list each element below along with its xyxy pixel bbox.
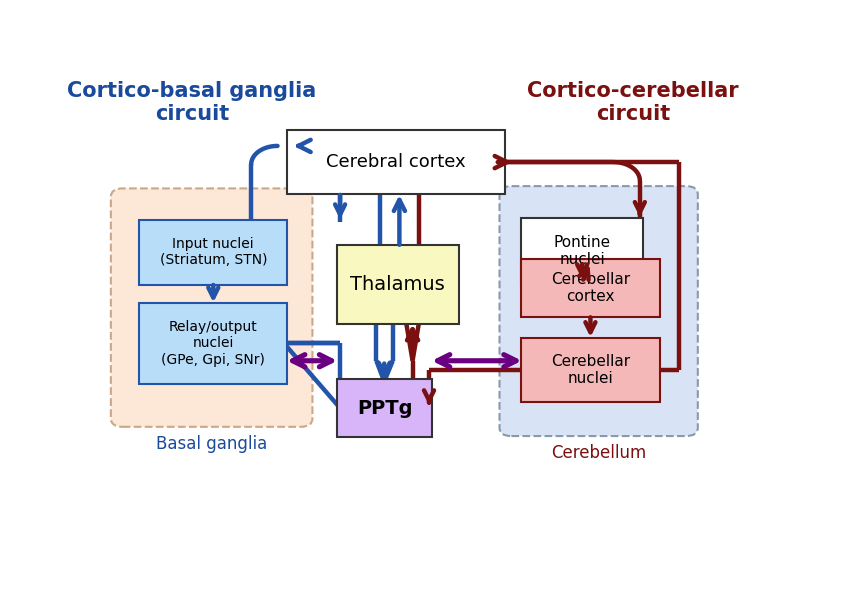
FancyBboxPatch shape [521,218,643,284]
Text: Relay/output
nuclei
(GPe, Gpi, SNr): Relay/output nuclei (GPe, Gpi, SNr) [162,320,265,367]
FancyBboxPatch shape [139,303,287,384]
Text: Cortico-basal ganglia
circuit: Cortico-basal ganglia circuit [67,81,316,124]
FancyBboxPatch shape [521,338,660,403]
FancyBboxPatch shape [287,130,505,194]
FancyBboxPatch shape [110,188,313,427]
Text: PPTg: PPTg [357,398,412,418]
FancyBboxPatch shape [500,186,698,436]
Text: Pontine
nuclei: Pontine nuclei [553,235,611,267]
FancyBboxPatch shape [337,245,459,324]
Text: Cortico-cerebellar
circuit: Cortico-cerebellar circuit [528,81,739,124]
Text: Basal ganglia: Basal ganglia [156,434,267,452]
Text: Cerebellar
cortex: Cerebellar cortex [551,272,630,304]
Text: Input nuclei
(Striatum, STN): Input nuclei (Striatum, STN) [160,237,267,267]
FancyBboxPatch shape [521,259,660,317]
Text: Cerebral cortex: Cerebral cortex [326,153,466,171]
Text: Thalamus: Thalamus [350,275,445,294]
Text: Cerebellum: Cerebellum [551,444,646,462]
FancyBboxPatch shape [337,379,433,437]
FancyBboxPatch shape [139,220,287,284]
Text: Cerebellar
nuclei: Cerebellar nuclei [551,354,630,386]
